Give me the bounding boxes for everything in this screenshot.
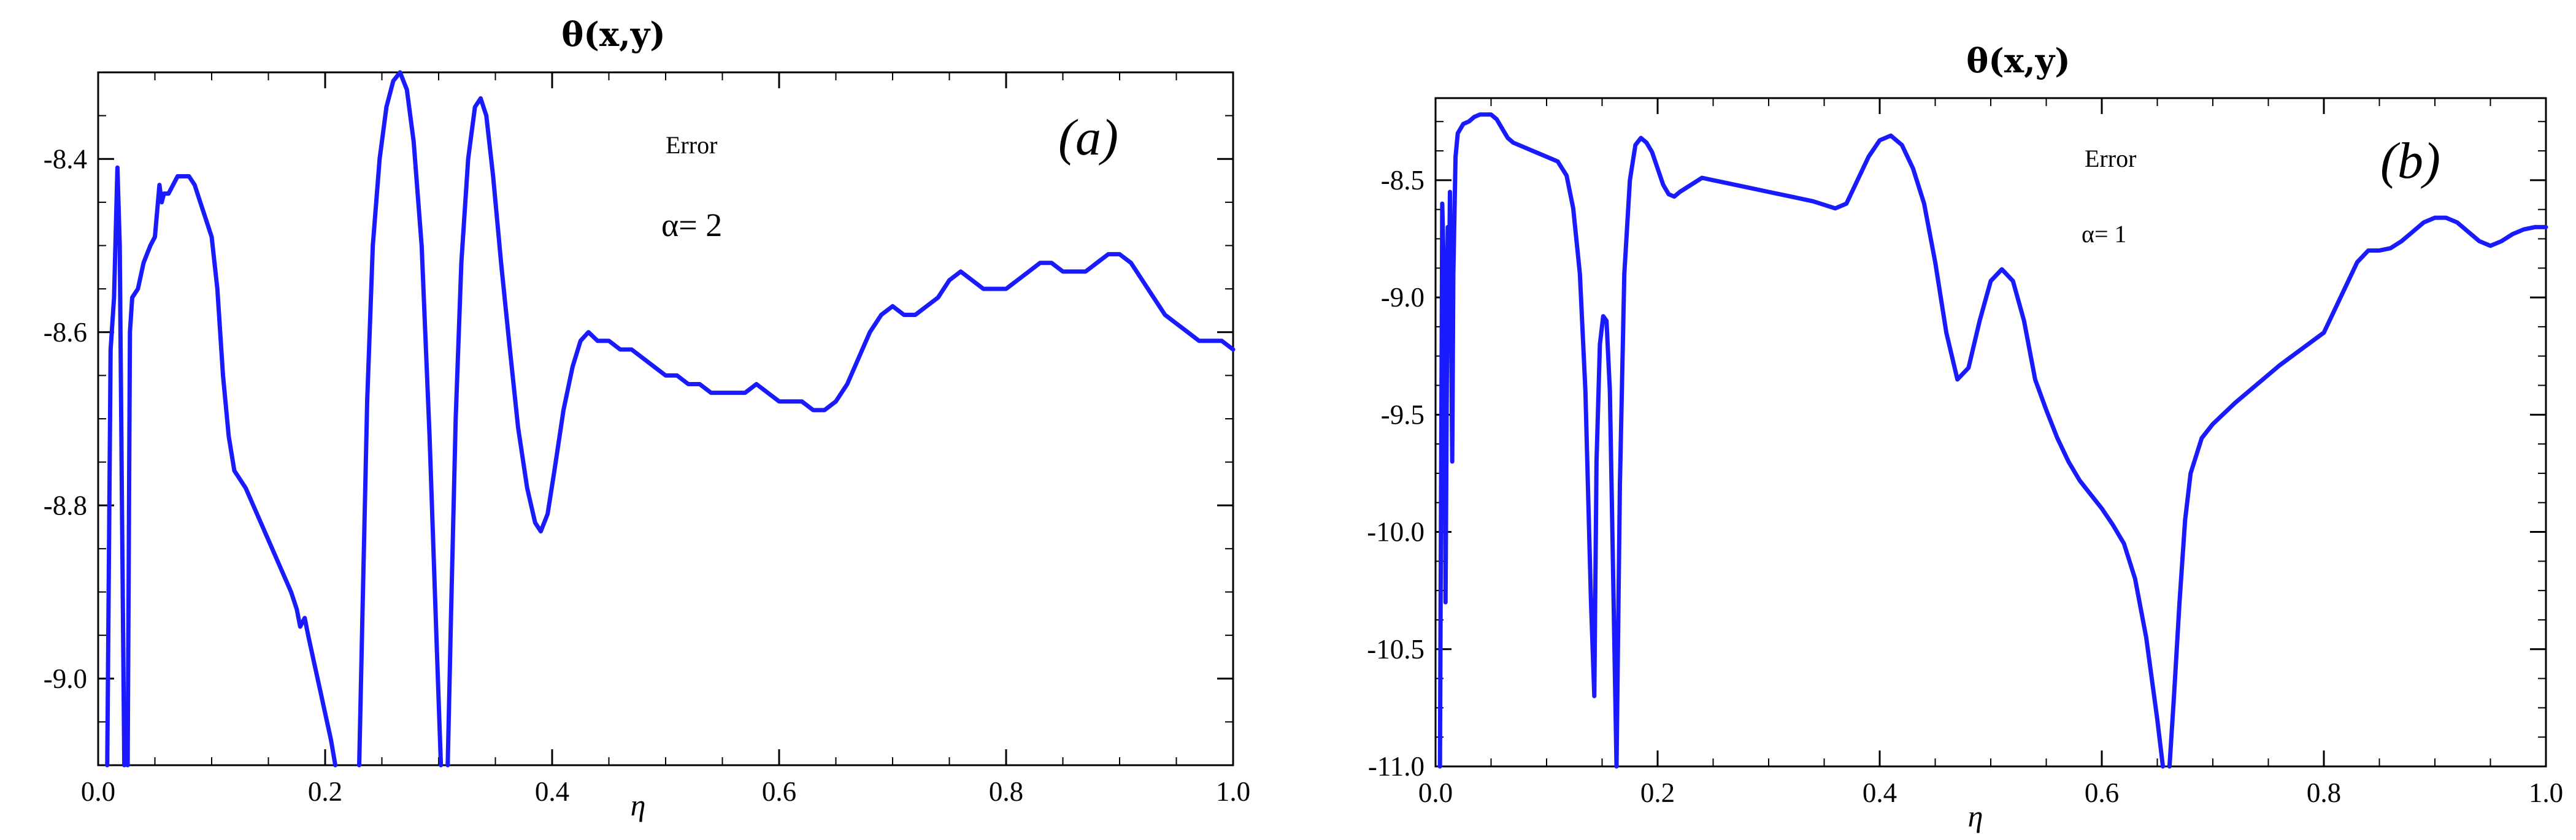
annotation-error-a: Error (666, 131, 717, 159)
annotation-error-b: Error (2085, 145, 2136, 172)
y-tick-label-a: -8.4 (44, 143, 87, 174)
y-tick-label-a: -9.0 (44, 663, 87, 694)
x-tick-label-a: 1.0 (1216, 776, 1250, 807)
chart-panel-b: θ(x,y) 0.0 0.2 0.4 0.6 0.8 1.0 -11.0 -10.5 -10.0… (1367, 41, 2563, 833)
chart-panel-a: θ(x,y) 0.0 0.2 0.4 0.6 0.8 1.0 -9.0 -8.8 -8.6 -8.… (44, 15, 1250, 822)
annotation-alpha-b: α= 1 (2082, 220, 2127, 248)
annotation-alpha-a: α= 2 (661, 207, 722, 243)
x-tick-label-a: 0.6 (762, 776, 796, 807)
x-tick-label-b: 0.4 (1863, 777, 1897, 808)
chart-title-b: θ(x,y) (1966, 41, 2070, 80)
x-axis-label-b: η (1968, 799, 1983, 833)
x-tick-label-a: 0.4 (535, 776, 569, 807)
x-tick-label-a: 0.2 (308, 776, 342, 807)
y-tick-label-b: -8.5 (1381, 165, 1424, 196)
y-tick-label-a: -8.6 (44, 317, 87, 348)
error-curve-b (1437, 112, 2548, 769)
chart-title-a: θ(x,y) (561, 15, 666, 54)
x-axis-label-a: η (631, 788, 646, 822)
plot-frame-a (97, 71, 1234, 766)
y-tick-label-b: -10.5 (1367, 634, 1424, 665)
y-tick-label-a: -8.8 (44, 490, 87, 521)
x-tick-label-b: 0.8 (2307, 777, 2341, 808)
panel-label-b: (b) (2380, 132, 2440, 189)
panel-label-a: (a) (1058, 109, 1118, 166)
x-tick-label-b: 0.6 (2085, 777, 2119, 808)
plot-frame-b (1434, 97, 2547, 768)
error-curve-a (105, 70, 1236, 768)
y-tick-label-b: -10.0 (1367, 517, 1424, 548)
y-tick-label-b: -9.0 (1381, 282, 1424, 313)
x-tick-label-b: 0.0 (1418, 777, 1453, 808)
axis-ticks-b: 0.0 0.2 0.4 0.6 0.8 1.0 -11.0 -10.5 -10.0 -9.5 -9.… (1367, 98, 2563, 808)
x-tick-label-a: 0.0 (81, 776, 115, 807)
y-tick-label-b: -11.0 (1368, 751, 1424, 782)
x-tick-label-b: 1.0 (2529, 777, 2563, 808)
axis-ticks-a: 0.0 0.2 0.4 0.6 0.8 1.0 -9.0 -8.8 -8.6 -8.4 (44, 72, 1250, 807)
x-tick-label-b: 0.2 (1640, 777, 1675, 808)
x-tick-label-a: 0.8 (989, 776, 1023, 807)
y-tick-label-b: -9.5 (1381, 399, 1424, 430)
